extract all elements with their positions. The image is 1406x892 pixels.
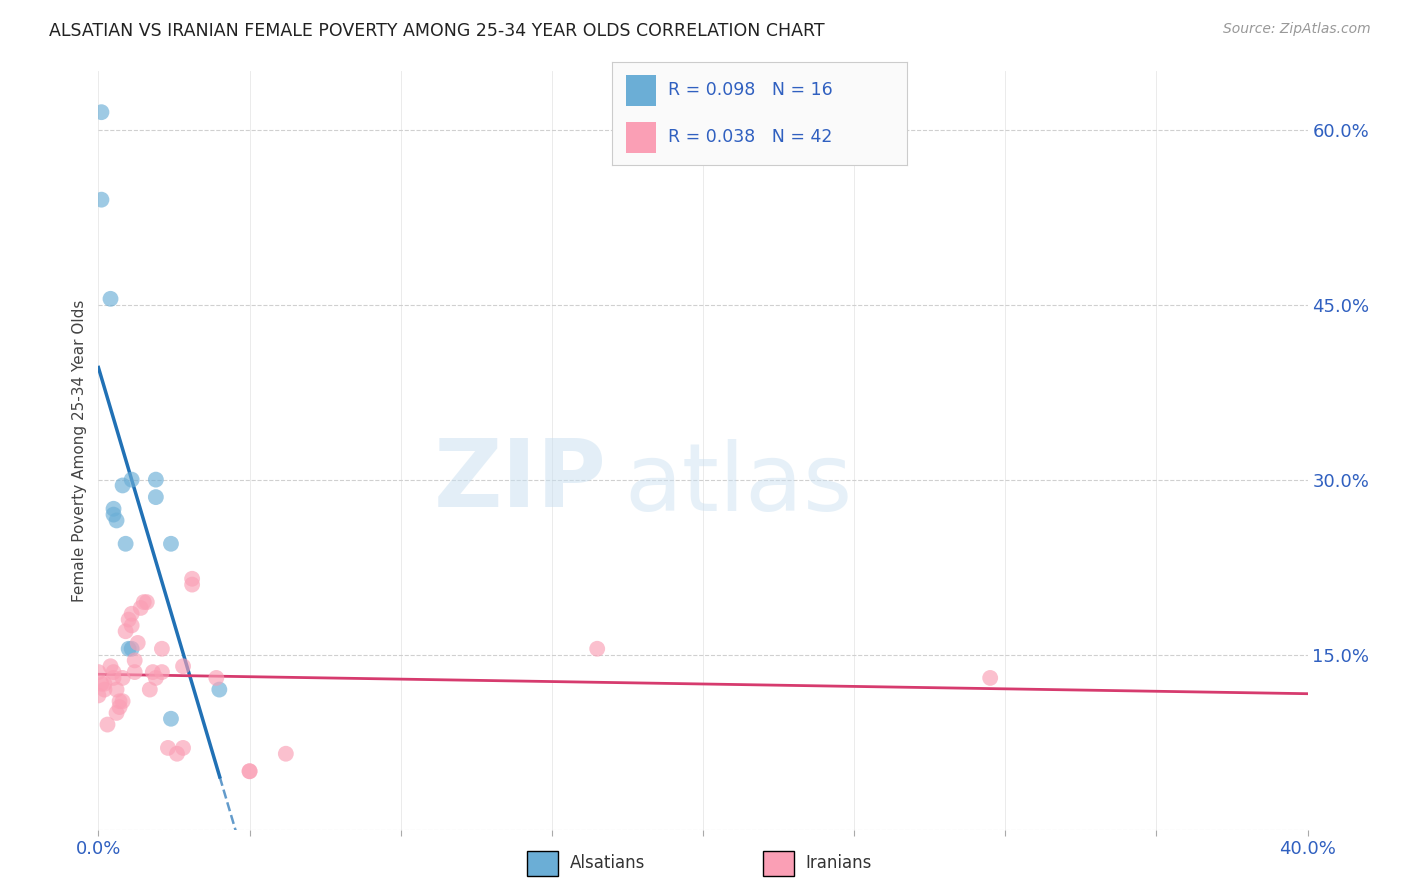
Text: Source: ZipAtlas.com: Source: ZipAtlas.com <box>1223 22 1371 37</box>
Point <box>121 607 143 621</box>
Point <box>127 636 149 650</box>
Point <box>105 682 128 697</box>
Point <box>172 659 194 673</box>
Point <box>121 618 143 632</box>
Point <box>239 764 262 779</box>
Point <box>108 700 131 714</box>
Point <box>979 671 1001 685</box>
Point <box>274 747 297 761</box>
Point <box>239 764 262 779</box>
Point <box>124 665 146 679</box>
Point <box>90 193 112 207</box>
Point <box>150 641 173 656</box>
Point <box>150 665 173 679</box>
Point <box>114 624 136 639</box>
Bar <box>627 75 655 105</box>
Point <box>103 671 125 685</box>
Point <box>586 641 609 656</box>
Point <box>132 595 155 609</box>
Bar <box>627 122 655 153</box>
Point <box>111 671 134 685</box>
Point <box>96 717 118 731</box>
Point <box>145 473 167 487</box>
Point <box>103 501 125 516</box>
Point <box>105 706 128 720</box>
Point <box>87 665 110 679</box>
Point <box>156 740 179 755</box>
Point <box>172 740 194 755</box>
Text: R = 0.038   N = 42: R = 0.038 N = 42 <box>668 128 832 146</box>
Point <box>135 595 157 609</box>
Text: atlas: atlas <box>624 439 852 531</box>
Point <box>100 659 122 673</box>
Text: R = 0.098   N = 16: R = 0.098 N = 16 <box>668 81 832 99</box>
Point <box>111 478 134 492</box>
Y-axis label: Female Poverty Among 25-34 Year Olds: Female Poverty Among 25-34 Year Olds <box>72 300 87 601</box>
Point <box>129 601 152 615</box>
Text: Alsatians: Alsatians <box>569 855 645 872</box>
Point <box>145 671 167 685</box>
Point <box>108 694 131 708</box>
Point <box>160 712 183 726</box>
Point <box>160 537 183 551</box>
Point <box>118 613 141 627</box>
Point <box>181 572 204 586</box>
Point <box>90 105 112 120</box>
Point <box>139 682 162 697</box>
Point <box>93 677 115 691</box>
Point <box>103 508 125 522</box>
Point <box>121 473 143 487</box>
Point <box>105 513 128 527</box>
Point <box>118 641 141 656</box>
Point <box>111 694 134 708</box>
Point <box>121 641 143 656</box>
Point <box>124 653 146 667</box>
Point <box>166 747 188 761</box>
Point <box>87 689 110 703</box>
Point <box>93 682 115 697</box>
Text: ALSATIAN VS IRANIAN FEMALE POVERTY AMONG 25-34 YEAR OLDS CORRELATION CHART: ALSATIAN VS IRANIAN FEMALE POVERTY AMONG… <box>49 22 825 40</box>
Point <box>145 490 167 504</box>
Point <box>114 537 136 551</box>
Point <box>103 665 125 679</box>
Point <box>181 577 204 591</box>
Text: Iranians: Iranians <box>806 855 872 872</box>
Point <box>142 665 165 679</box>
Text: ZIP: ZIP <box>433 434 606 527</box>
Point <box>100 292 122 306</box>
Point <box>208 682 231 697</box>
Point <box>205 671 228 685</box>
Point <box>90 677 112 691</box>
